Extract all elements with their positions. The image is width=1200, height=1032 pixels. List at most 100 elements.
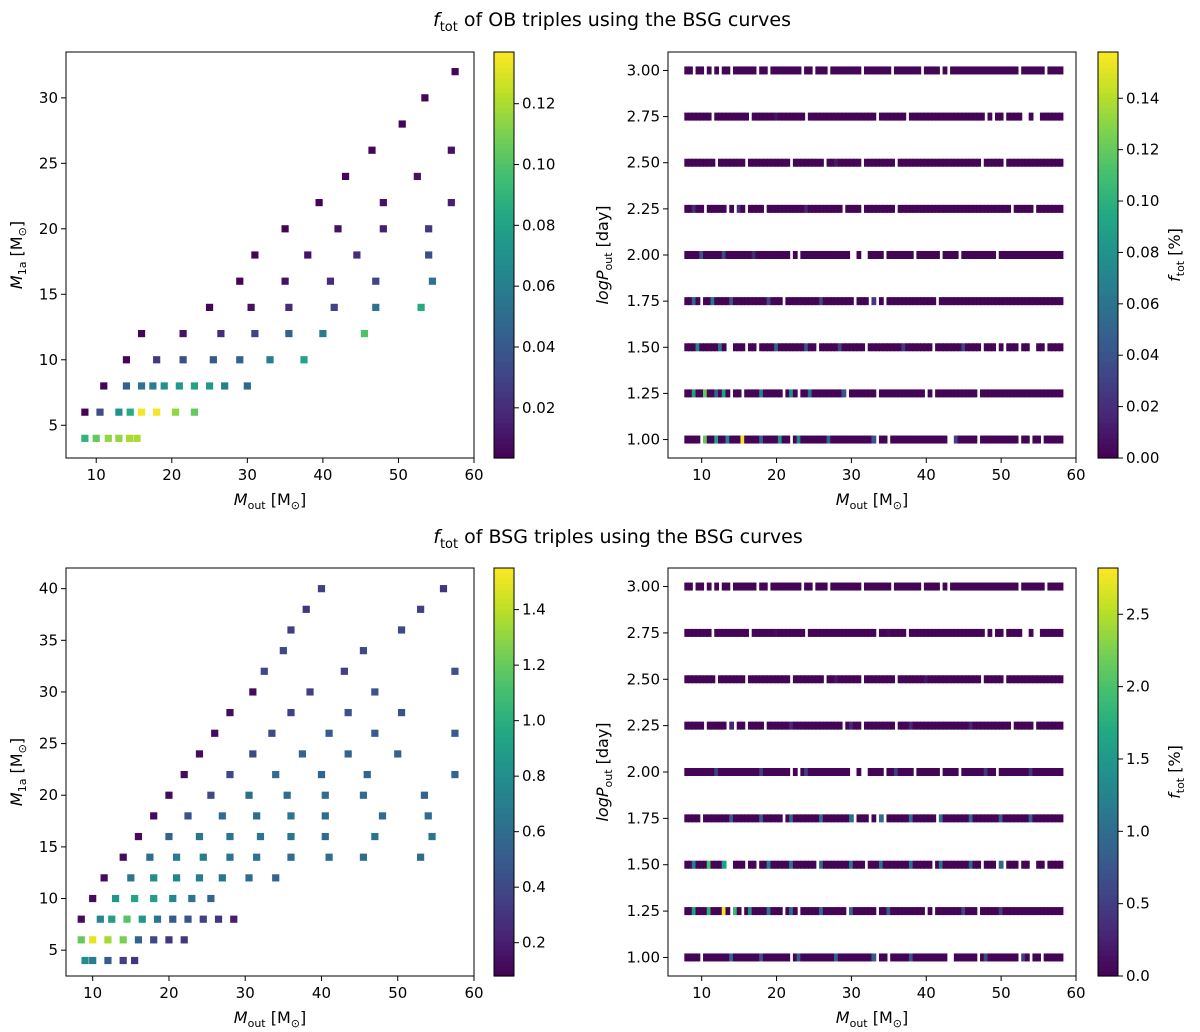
panel-bsg-period: 10 20 30 40 50 601.001.251.501.752.002.252.50… <box>593 567 1187 1030</box>
strip-cell <box>830 628 836 637</box>
colorbar-tick-label: 2.5 <box>1126 605 1150 623</box>
data-point <box>207 894 215 903</box>
colorbar-segment <box>1098 305 1118 312</box>
strip-cell <box>1051 675 1056 684</box>
strip-cell <box>766 628 772 637</box>
colorbar-segment <box>1098 422 1118 429</box>
colorbar-segment <box>494 807 514 814</box>
strip-cell <box>957 860 963 869</box>
colorbar-segment <box>1098 386 1118 393</box>
strip-cell <box>706 814 712 823</box>
colorbar-segment <box>1098 97 1118 104</box>
colorbar-segment <box>494 265 514 271</box>
strip-cell <box>1028 204 1034 213</box>
strip-cell <box>710 297 716 306</box>
strip-cell <box>766 953 772 962</box>
data-point <box>287 812 295 820</box>
strip-cell <box>777 251 783 259</box>
strip-cell <box>770 204 776 213</box>
strip-cell <box>706 435 712 444</box>
strip-cell <box>837 907 843 916</box>
strip-cell <box>834 907 839 916</box>
strip-cell <box>740 435 746 444</box>
strip-cell <box>721 112 727 121</box>
data-point <box>398 120 406 128</box>
colorbar-segment <box>1098 270 1118 276</box>
strip-cell <box>1032 297 1038 306</box>
colorbar-segment <box>494 102 514 109</box>
strip-cell <box>755 675 761 684</box>
x-tick-label: 40 <box>312 984 331 1002</box>
colorbar-segment <box>1098 726 1118 732</box>
strip-cell <box>912 297 918 306</box>
strip-cell <box>699 389 705 398</box>
colorbar-segment <box>1098 351 1118 358</box>
strip-cell <box>718 343 723 352</box>
colorbar-segment <box>1098 452 1118 459</box>
strip-cell <box>845 343 851 352</box>
y-tick-label: 1.25 <box>627 384 660 402</box>
strip-cell <box>1024 721 1030 730</box>
strip-cell <box>852 582 858 591</box>
strip-cell <box>766 251 772 259</box>
strip-cell <box>1009 582 1015 591</box>
strip-cell <box>953 158 959 167</box>
data-point <box>379 199 387 207</box>
colorbar-segment <box>494 909 514 916</box>
strip-cell <box>736 297 742 306</box>
strip-cell <box>987 389 993 398</box>
strip-cell <box>983 721 989 730</box>
strip-cell <box>785 814 791 823</box>
strip-cell <box>714 582 720 591</box>
strip-cell <box>826 389 832 398</box>
data-point <box>379 225 387 233</box>
strip-cell <box>912 860 918 869</box>
strip-cell <box>867 112 873 121</box>
strip-cell <box>1058 158 1064 167</box>
strip-cell <box>729 675 735 684</box>
strip-cell <box>770 112 776 121</box>
strip-cell <box>890 953 895 962</box>
strip-cell <box>991 721 997 730</box>
strip-cell <box>849 675 854 684</box>
strip-cell <box>826 907 832 916</box>
strip-cell <box>815 251 821 259</box>
strip-cell <box>1039 204 1045 213</box>
strip-cell <box>875 582 881 591</box>
strip-cell <box>834 675 839 684</box>
strip-cell <box>905 768 910 776</box>
strip-cell <box>789 860 794 869</box>
strip-cell <box>882 582 888 591</box>
colorbar-segment <box>494 214 514 221</box>
y-tick-label: 1.25 <box>627 902 660 920</box>
strip-cell <box>785 721 791 730</box>
strip-cell <box>804 158 809 167</box>
strip-cell <box>920 768 925 776</box>
strip-cell <box>721 204 727 213</box>
strip-cell <box>804 907 809 916</box>
y-tick-label: 25 <box>39 154 58 172</box>
colorbar-segment <box>1098 874 1118 880</box>
strip-cell <box>923 204 929 213</box>
strip-cell <box>1013 66 1019 75</box>
marks-bsg-period <box>684 582 1064 962</box>
y-tick-label: 5 <box>48 416 58 434</box>
strip-cell <box>841 435 847 444</box>
strip-cell <box>785 860 791 869</box>
colorbar-segment <box>1098 153 1118 160</box>
strip-cell <box>1032 953 1038 962</box>
strip-cell <box>744 389 750 398</box>
strip-cell <box>905 721 910 730</box>
strip-cell <box>710 204 716 213</box>
strip-cell <box>759 860 764 869</box>
strip-cell <box>777 389 783 398</box>
strip-cell <box>950 343 955 352</box>
data-point <box>92 434 100 442</box>
strip-cell <box>740 768 746 776</box>
strip-cell <box>878 112 884 121</box>
colorbar-segment <box>494 904 514 911</box>
strip-cell <box>804 251 809 259</box>
strip-cell <box>953 251 959 259</box>
strip-cell <box>893 860 899 869</box>
x-tick-label: 20 <box>159 984 178 1002</box>
